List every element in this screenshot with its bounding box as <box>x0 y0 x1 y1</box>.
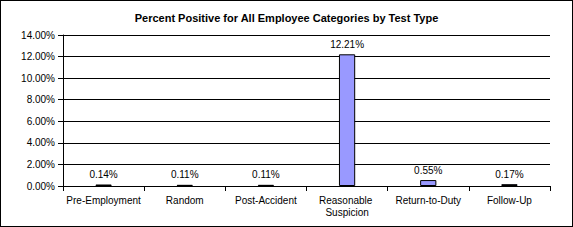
svg-text:6.00%: 6.00% <box>27 116 55 127</box>
svg-text:Suspicion: Suspicion <box>325 207 368 218</box>
svg-text:0.11%: 0.11% <box>171 169 199 180</box>
svg-text:8.00%: 8.00% <box>27 94 55 105</box>
svg-text:0.00%: 0.00% <box>27 181 55 192</box>
svg-text:Return-to-Duty: Return-to-Duty <box>395 195 461 206</box>
svg-text:Post-Accident: Post-Accident <box>235 195 297 206</box>
svg-text:0.17%: 0.17% <box>495 169 523 180</box>
svg-text:0.11%: 0.11% <box>252 169 280 180</box>
svg-text:0.14%: 0.14% <box>89 169 117 180</box>
svg-text:Percent Positive for All Emplo: Percent Positive for All Employee Catego… <box>135 12 439 24</box>
svg-text:0.55%: 0.55% <box>414 165 442 176</box>
svg-text:2.00%: 2.00% <box>27 159 55 170</box>
svg-text:12.00%: 12.00% <box>21 51 55 62</box>
svg-text:Random: Random <box>166 195 204 206</box>
svg-text:12.21%: 12.21% <box>330 39 364 50</box>
svg-text:14.00%: 14.00% <box>21 30 55 41</box>
svg-text:Follow-Up: Follow-Up <box>487 195 532 206</box>
svg-text:Reasonable: Reasonable <box>319 195 375 206</box>
svg-text:4.00%: 4.00% <box>27 137 55 148</box>
svg-text:Pre-Employment: Pre-Employment <box>66 195 141 206</box>
svg-text:10.00%: 10.00% <box>21 73 55 84</box>
